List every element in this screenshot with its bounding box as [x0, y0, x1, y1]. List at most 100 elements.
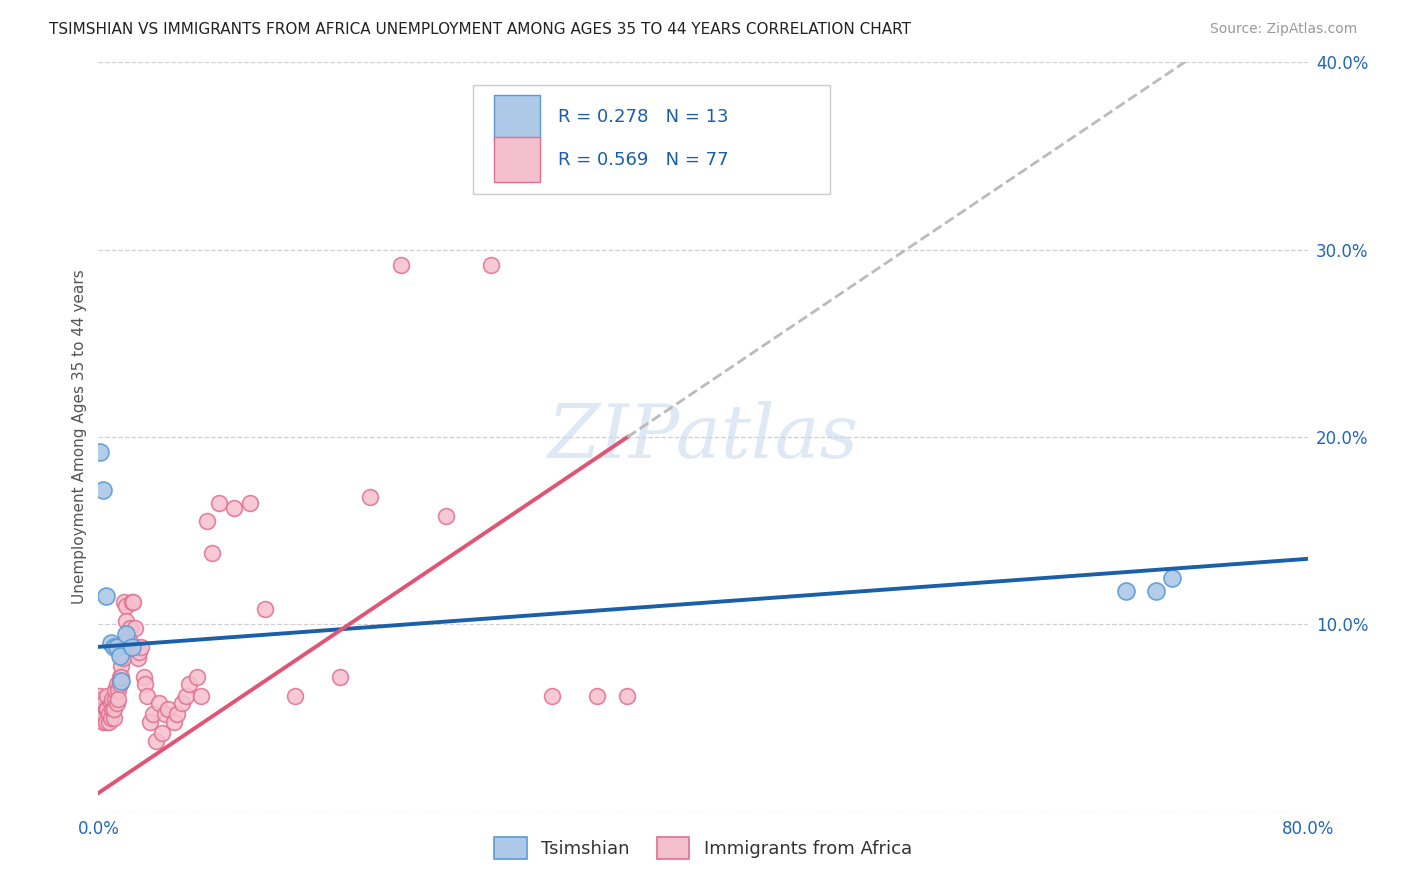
Point — [104, 683, 127, 698]
Point — [174, 689, 197, 703]
Point — [114, 626, 136, 640]
Text: TSIMSHIAN VS IMMIGRANTS FROM AFRICA UNEMPLOYMENT AMONG AGES 35 TO 44 YEARS CORRE: TSIMSHIAN VS IMMIGRANTS FROM AFRICA UNEM… — [49, 22, 911, 37]
Point — [107, 683, 129, 698]
Point — [122, 595, 145, 609]
Text: ZIPatlas: ZIPatlas — [547, 401, 859, 474]
Point — [145, 733, 167, 747]
Point — [105, 677, 128, 691]
Point — [96, 701, 118, 715]
Point — [105, 640, 128, 654]
Legend: Tsimshian, Immigrants from Africa: Tsimshian, Immigrants from Africa — [486, 830, 920, 866]
Text: R = 0.569   N = 77: R = 0.569 N = 77 — [558, 151, 728, 169]
Point — [142, 707, 165, 722]
Point — [134, 677, 156, 691]
Point — [103, 701, 125, 715]
Point — [127, 651, 149, 665]
Y-axis label: Unemployment Among Ages 35 to 44 years: Unemployment Among Ages 35 to 44 years — [72, 269, 87, 605]
Point — [284, 689, 307, 703]
Point — [111, 651, 134, 665]
Point — [128, 646, 150, 660]
Point — [329, 670, 352, 684]
Point — [120, 621, 142, 635]
Point — [114, 614, 136, 628]
Point — [239, 496, 262, 510]
Point — [360, 490, 382, 504]
Point — [195, 514, 218, 528]
Point — [1144, 583, 1167, 598]
Point — [481, 258, 503, 272]
Point — [540, 689, 562, 703]
Point — [586, 689, 609, 703]
Point — [100, 636, 122, 650]
Point — [118, 632, 141, 647]
Point — [166, 707, 188, 722]
Text: Source: ZipAtlas.com: Source: ZipAtlas.com — [1209, 22, 1357, 37]
Point — [91, 714, 114, 729]
Point — [100, 711, 122, 725]
Point — [253, 602, 276, 616]
Point — [90, 696, 112, 710]
Point — [110, 673, 132, 688]
Point — [153, 707, 176, 722]
Point — [163, 714, 186, 729]
Point — [179, 677, 201, 691]
Point — [139, 714, 162, 729]
Point — [186, 670, 208, 684]
Point — [96, 689, 118, 703]
Point — [103, 711, 125, 725]
Point — [101, 701, 124, 715]
Point — [129, 640, 152, 654]
Point — [91, 692, 114, 706]
Point — [108, 670, 131, 684]
Point — [91, 483, 114, 497]
Point — [89, 689, 111, 703]
Point — [94, 701, 117, 715]
Point — [148, 696, 170, 710]
Point — [89, 701, 111, 715]
Point — [94, 714, 117, 729]
Point — [121, 595, 143, 609]
Point — [121, 640, 143, 654]
Point — [112, 595, 135, 609]
Point — [434, 508, 457, 523]
Point — [98, 707, 121, 722]
Point — [108, 677, 131, 691]
Point — [201, 546, 224, 560]
Point — [156, 701, 179, 715]
Point — [94, 590, 117, 604]
Point — [101, 692, 124, 706]
Point — [110, 658, 132, 673]
Point — [108, 649, 131, 664]
Point — [93, 696, 115, 710]
Point — [208, 496, 231, 510]
Point — [103, 640, 125, 654]
Point — [150, 726, 173, 740]
Point — [190, 689, 212, 703]
Point — [125, 640, 148, 654]
Point — [90, 711, 112, 725]
Point — [89, 445, 111, 459]
FancyBboxPatch shape — [474, 85, 830, 194]
Point — [132, 670, 155, 684]
Point — [93, 707, 115, 722]
Point — [616, 689, 638, 703]
FancyBboxPatch shape — [494, 95, 540, 140]
Point — [110, 670, 132, 684]
Point — [389, 258, 412, 272]
Point — [104, 692, 127, 706]
Point — [124, 621, 146, 635]
Point — [1160, 571, 1182, 585]
Point — [98, 714, 121, 729]
Point — [135, 689, 157, 703]
Point — [224, 501, 246, 516]
Point — [114, 599, 136, 613]
Point — [1115, 583, 1137, 598]
Point — [170, 696, 193, 710]
Point — [100, 696, 122, 710]
Text: R = 0.278   N = 13: R = 0.278 N = 13 — [558, 108, 728, 126]
Point — [115, 632, 138, 647]
Point — [105, 696, 128, 710]
FancyBboxPatch shape — [494, 137, 540, 182]
Point — [91, 701, 114, 715]
Point — [107, 692, 129, 706]
